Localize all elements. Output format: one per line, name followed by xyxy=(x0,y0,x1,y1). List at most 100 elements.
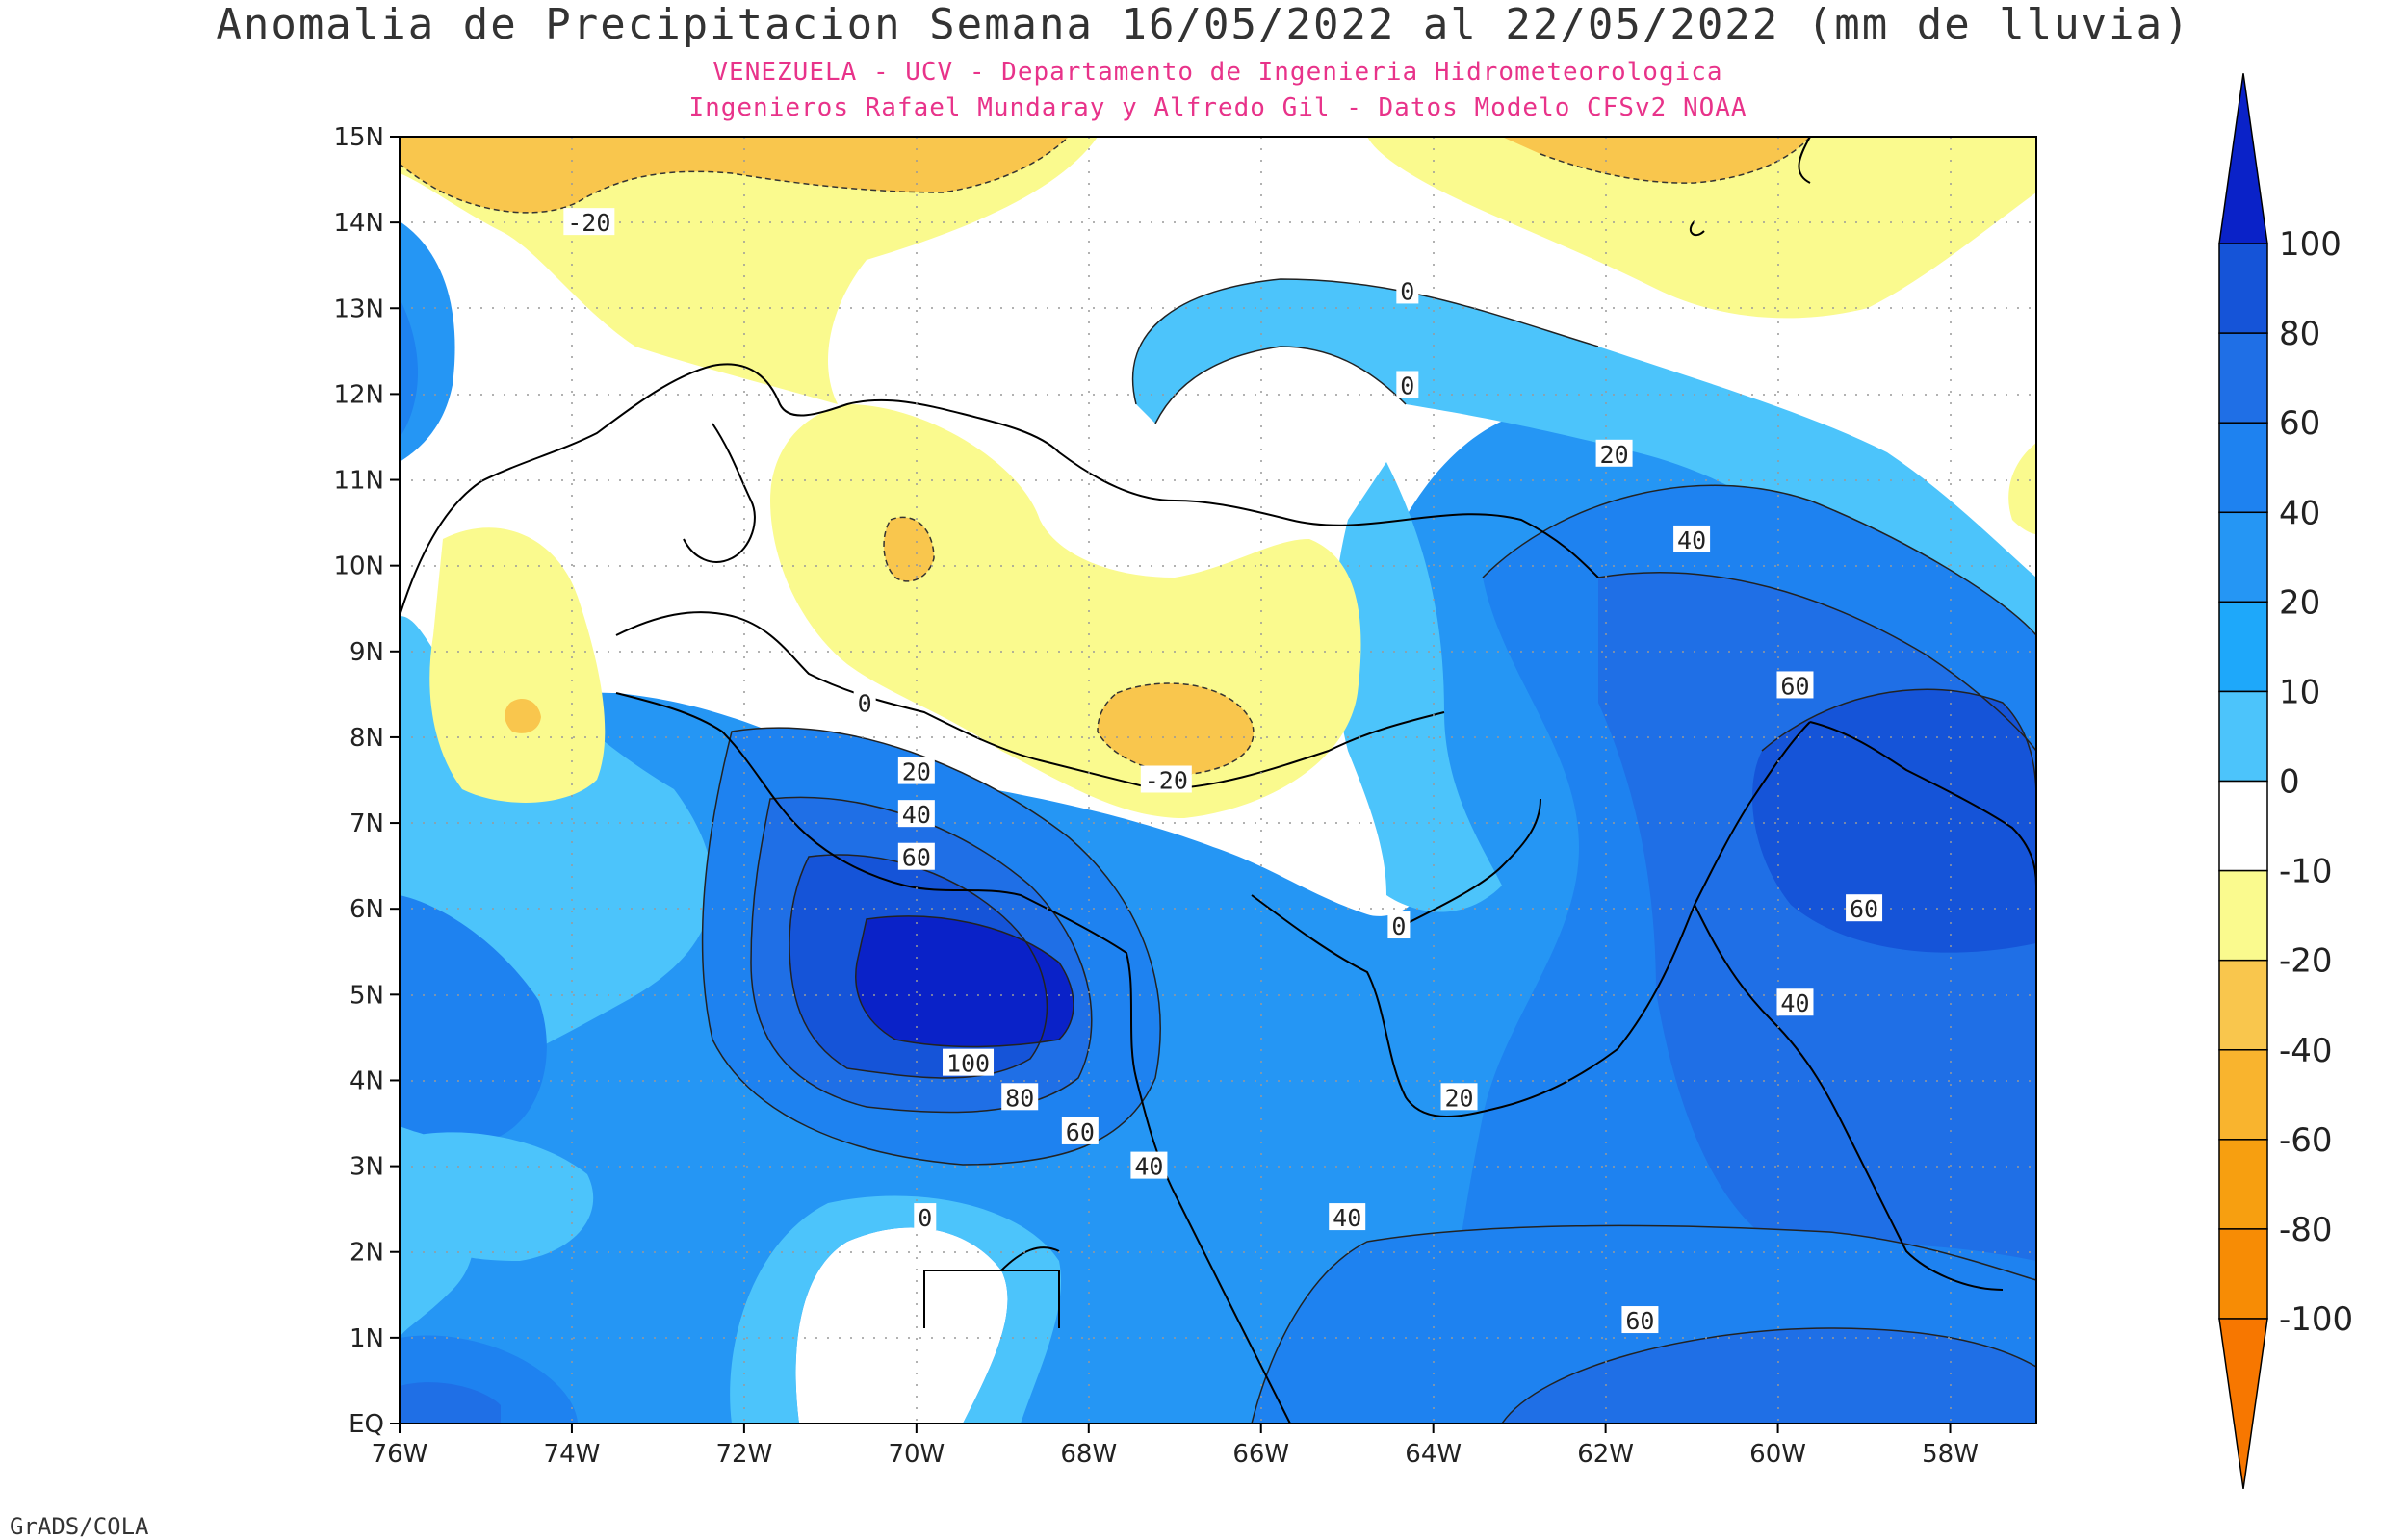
lon-label: 74W xyxy=(544,1440,601,1469)
negative-contour-lines xyxy=(400,137,1811,776)
svg-text:40: 40 xyxy=(1780,989,1809,1017)
svg-text:40: 40 xyxy=(1134,1153,1163,1181)
colorbar-segment xyxy=(2218,959,2268,1051)
colorbar-label: -60 xyxy=(2279,1121,2333,1160)
colorbar-segment xyxy=(2218,243,2268,334)
lon-label: 72W xyxy=(715,1440,772,1469)
axis-ticks xyxy=(390,136,1952,1433)
colorbar-segment xyxy=(2218,422,2268,514)
svg-text:60: 60 xyxy=(1066,1118,1095,1146)
colorbar-label: 20 xyxy=(2279,583,2320,622)
contour-label: 20 xyxy=(1440,1083,1478,1112)
colorbar-label: 40 xyxy=(2279,494,2320,532)
colorbar-top-arrow xyxy=(2218,73,2268,244)
colorbar-label: -40 xyxy=(2279,1032,2333,1070)
contour-label: 0 xyxy=(853,688,876,717)
contour-label: 40 xyxy=(1673,525,1711,554)
coastline-and-borders xyxy=(400,137,2036,1424)
lon-label: 70W xyxy=(888,1440,945,1469)
lat-label: 14N xyxy=(333,209,384,238)
svg-text:60: 60 xyxy=(1850,895,1878,923)
colorbar-segment xyxy=(2218,1049,2268,1141)
svg-text:0: 0 xyxy=(918,1204,932,1232)
svg-text:40: 40 xyxy=(1677,526,1706,554)
lon-label: 64W xyxy=(1405,1440,1462,1469)
contour-label: 100 xyxy=(943,1048,995,1078)
colorbar-label: -80 xyxy=(2279,1211,2333,1249)
map-frame xyxy=(399,136,2037,1424)
lon-label: 66W xyxy=(1232,1440,1289,1469)
svg-text:60: 60 xyxy=(1625,1307,1654,1335)
svg-text:0: 0 xyxy=(1391,912,1406,940)
contour-label: 40 xyxy=(1776,988,1814,1017)
svg-text:0: 0 xyxy=(1400,372,1414,399)
lat-label: 8N xyxy=(349,724,384,753)
svg-text:20: 20 xyxy=(1444,1084,1473,1112)
svg-text:-20: -20 xyxy=(567,209,610,237)
colorbar-segment xyxy=(2218,1139,2268,1230)
subtitle-authors: Ingenieros Rafael Mundaray y Alfredo Gil… xyxy=(688,93,1747,122)
colorbar-segment xyxy=(2218,332,2268,424)
colorbar-segment xyxy=(2218,1228,2268,1320)
colorbar-segment xyxy=(2218,780,2268,872)
contour-value-labels: -20 0 0 20 40 60 60 40 0 20 40 60 -20 0 20 100 80 60 40 40 0… xyxy=(563,208,1883,1335)
map-title: Anomalia de Precipitacion Semana 16/05/2… xyxy=(216,0,2191,49)
colorbar-label: -20 xyxy=(2279,942,2333,981)
grads-credit: GrADS/COLA xyxy=(10,1513,149,1540)
contour-label: 0 xyxy=(1396,276,1419,305)
svg-text:0: 0 xyxy=(1400,277,1414,305)
lon-label: 60W xyxy=(1749,1440,1806,1469)
lat-label: 6N xyxy=(349,895,384,924)
contour-label: -20 xyxy=(563,208,615,237)
colorbar-label: -10 xyxy=(2279,853,2333,891)
subtitle-institution: VENEZUELA - UCV - Departamento de Ingeni… xyxy=(712,58,1723,87)
lat-label: EQ xyxy=(349,1410,384,1439)
lat-label: 3N xyxy=(349,1153,384,1182)
contour-label: 60 xyxy=(897,842,935,872)
lat-label: 9N xyxy=(349,638,384,667)
contour-label: 40 xyxy=(1329,1203,1366,1232)
contour-label: 40 xyxy=(897,800,935,829)
contour-label: 60 xyxy=(1846,894,1883,923)
lon-label: 58W xyxy=(1922,1440,1979,1469)
lat-label: 5N xyxy=(349,981,384,1010)
colorbar-bottom-arrow xyxy=(2218,1318,2268,1489)
colorbar-segment xyxy=(2218,690,2268,783)
contour-label: 80 xyxy=(1001,1083,1039,1112)
contour-label: 40 xyxy=(1130,1151,1168,1181)
svg-text:20: 20 xyxy=(902,758,931,786)
svg-text:40: 40 xyxy=(902,801,931,829)
lat-label: 11N xyxy=(333,467,384,496)
longitude-labels: 76W 74W 72W 70W 68W 66W 64W 62W 60W 58W xyxy=(372,1440,1979,1469)
contour-label: 60 xyxy=(1776,671,1814,700)
latitude-labels: EQ 1N 2N 3N 4N 5N 6N 7N 8N 9N 10N 11N 12N 13N 14N 15N xyxy=(333,123,384,1439)
colorbar-segment xyxy=(2218,511,2268,603)
contour-label: 0 xyxy=(914,1203,937,1232)
contour-label: 20 xyxy=(897,757,935,786)
svg-text:20: 20 xyxy=(1600,441,1629,469)
colorbar-label: 0 xyxy=(2279,763,2300,802)
contour-label: 20 xyxy=(1595,439,1633,469)
contour-label: 0 xyxy=(1396,371,1419,399)
contour-label: 60 xyxy=(1061,1116,1099,1146)
lat-label: 4N xyxy=(349,1066,384,1095)
lon-label: 62W xyxy=(1577,1440,1634,1469)
svg-text:60: 60 xyxy=(902,844,931,872)
colorbar-label: 80 xyxy=(2279,315,2320,353)
lat-label: 10N xyxy=(333,552,384,581)
contour-label: 0 xyxy=(1387,911,1411,940)
lat-label: 13N xyxy=(333,295,384,323)
contour-label: -20 xyxy=(1140,765,1192,795)
svg-text:80: 80 xyxy=(1005,1084,1034,1112)
colorbar-label: 60 xyxy=(2279,404,2320,443)
colorbar-label: 100 xyxy=(2279,225,2342,264)
lat-label: 7N xyxy=(349,809,384,838)
contour-label: 60 xyxy=(1621,1306,1659,1335)
lat-label: 12N xyxy=(333,380,384,409)
colorbar-label: -100 xyxy=(2279,1300,2353,1339)
svg-text:0: 0 xyxy=(858,689,872,717)
lon-label: 76W xyxy=(372,1440,428,1469)
colorbar-label: 10 xyxy=(2279,673,2320,711)
graticule xyxy=(400,137,2036,1424)
